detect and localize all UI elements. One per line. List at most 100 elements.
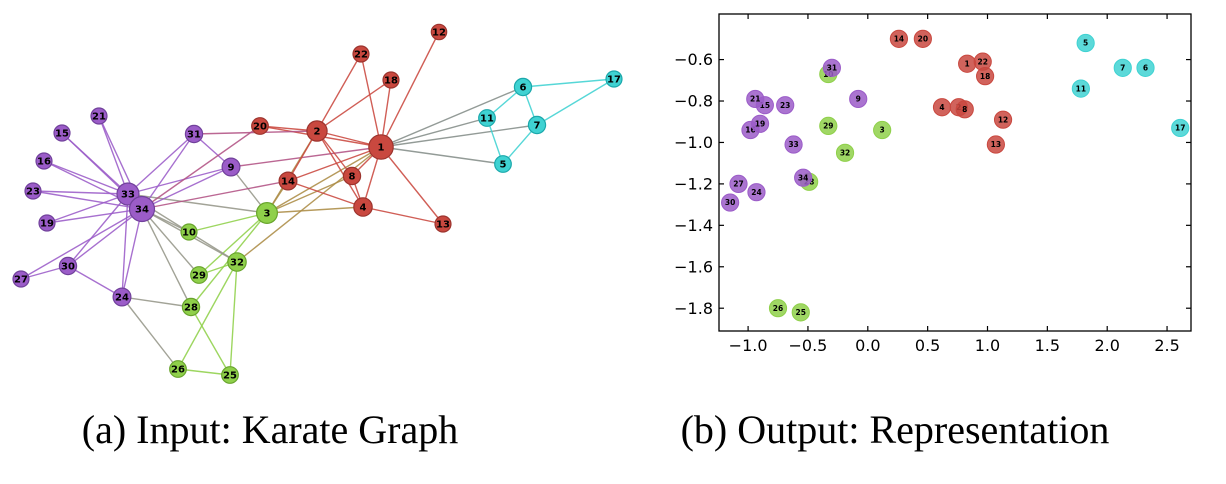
graph-node-label-15: 15 <box>55 129 69 140</box>
graph-node-11 <box>478 109 496 127</box>
scatter-point-label-9: 9 <box>856 95 861 104</box>
graph-node-13 <box>434 215 452 233</box>
graph-node-label-7: 7 <box>534 121 541 132</box>
graph-edge-1-5 <box>380 146 504 165</box>
caption-output-representation: (b) Output: Representation <box>680 407 1110 452</box>
graph-edge-2-22 <box>316 53 362 132</box>
graph-edge-24-34 <box>121 208 143 298</box>
graph-node-label-22: 22 <box>354 50 368 61</box>
scatter-point-3 <box>873 120 892 140</box>
scatter-point-33 <box>784 135 803 154</box>
scatter-point-label-18: 18 <box>980 72 990 81</box>
scatter-point-23 <box>776 96 795 115</box>
plot-box <box>718 13 1192 332</box>
graph-edge-25-32 <box>229 261 238 376</box>
graph-edge-4-13 <box>362 206 444 225</box>
graph-edge-1-12 <box>380 31 440 148</box>
graph-edge-9-34 <box>141 166 232 210</box>
graph-node-label-3: 3 <box>264 209 271 220</box>
scatter-point-label-4: 4 <box>939 103 944 112</box>
graph-node-label-1: 1 <box>378 143 385 154</box>
graph-node-label-34: 34 <box>135 205 149 216</box>
graph-edge-24-26 <box>121 296 179 370</box>
graph-edge-24-28 <box>121 296 192 308</box>
scatter-point-label-29: 29 <box>823 122 833 131</box>
y-tick-label: −1.4 <box>674 216 713 235</box>
graph-node-label-18: 18 <box>384 76 398 87</box>
scatter-point-13 <box>986 135 1005 154</box>
graph-edge-23-34 <box>32 190 143 210</box>
graph-node-4 <box>353 197 373 217</box>
graph-edge-27-34 <box>20 208 143 280</box>
y-tick-label: −1.0 <box>674 133 713 152</box>
graph-edge-2-18 <box>316 79 392 132</box>
graph-node-label-12: 12 <box>432 28 446 39</box>
graph-node-label-28: 28 <box>184 303 198 314</box>
scatter-point-label-31: 31 <box>827 64 837 73</box>
graph-node-27 <box>12 270 30 288</box>
graph-edge-3-8 <box>266 175 353 214</box>
scatter-point-label-16: 16 <box>745 126 755 135</box>
graph-node-18 <box>382 71 400 89</box>
graph-node-3 <box>256 202 279 225</box>
x-tick-label: 1.0 <box>975 336 1000 355</box>
scatter-point-label-11: 11 <box>1076 84 1086 93</box>
graph-node-label-16: 16 <box>37 157 51 168</box>
scatter-point-25 <box>791 303 810 322</box>
scatter-point-label-12: 12 <box>998 115 1008 124</box>
graph-node-label-13: 13 <box>436 220 450 231</box>
graph-edge-24-30 <box>67 265 123 298</box>
scatter-point-30 <box>721 193 740 212</box>
graph-edge-1-14 <box>287 146 382 182</box>
scatter-point-26 <box>768 299 788 318</box>
graph-edge-1-13 <box>380 146 444 225</box>
graph-node-label-6: 6 <box>520 83 527 94</box>
scatter-point-label-26: 26 <box>773 304 783 313</box>
graph-node-label-2: 2 <box>314 127 321 138</box>
scatter-point-label-32: 32 <box>840 149 850 158</box>
graph-node-29 <box>190 266 208 284</box>
scatter-point-4 <box>932 98 952 117</box>
scatter-point-22 <box>973 52 992 71</box>
x-tick-label: −1.0 <box>729 336 768 355</box>
scatter-point-11 <box>1071 79 1090 98</box>
x-tick-label: 2.5 <box>1154 336 1179 355</box>
graph-edge-24-33 <box>121 193 129 298</box>
graph-edge-1-11 <box>380 117 488 148</box>
scatter-point-label-24: 24 <box>751 188 761 197</box>
graph-edge-2-4 <box>316 130 364 208</box>
graph-edge-16-33 <box>43 160 129 195</box>
graph-node-20 <box>251 117 269 135</box>
graph-node-label-24: 24 <box>115 293 129 304</box>
graph-node-10 <box>180 223 198 241</box>
graph-edge-1-3 <box>266 146 382 214</box>
scatter-point-label-3: 3 <box>880 126 885 135</box>
scatter-point-label-14: 14 <box>894 35 904 44</box>
graph-edge-23-33 <box>32 190 129 195</box>
x-tick-label: 0.5 <box>915 336 940 355</box>
graph-node-label-25: 25 <box>223 371 237 382</box>
scatter-point-21 <box>746 89 765 109</box>
graph-edge-7-17 <box>536 78 615 126</box>
graph-node-label-33: 33 <box>121 190 135 201</box>
graph-node-16 <box>35 152 53 170</box>
graph-edge-6-17 <box>522 78 615 88</box>
scatter-point-label-5: 5 <box>1083 39 1088 48</box>
scatter-point-label-1: 1 <box>965 59 970 68</box>
graph-edge-1-9 <box>230 146 382 168</box>
graph-node-label-9: 9 <box>228 163 235 174</box>
graph-node-label-23: 23 <box>26 187 40 198</box>
graph-edge-30-33 <box>67 193 129 267</box>
scatter-point-label-30: 30 <box>725 198 735 207</box>
graph-node-8 <box>342 166 362 186</box>
graph-node-5 <box>494 155 512 173</box>
x-tick-label: 0.0 <box>855 336 880 355</box>
graph-edge-3-29 <box>198 212 268 276</box>
scatter-point-34 <box>794 168 813 187</box>
graph-node-22 <box>352 45 370 63</box>
graph-node-1 <box>368 134 394 160</box>
graph-edge-25-28 <box>190 306 231 376</box>
y-tick-label: −1.2 <box>674 174 713 193</box>
graph-node-7 <box>527 115 547 135</box>
